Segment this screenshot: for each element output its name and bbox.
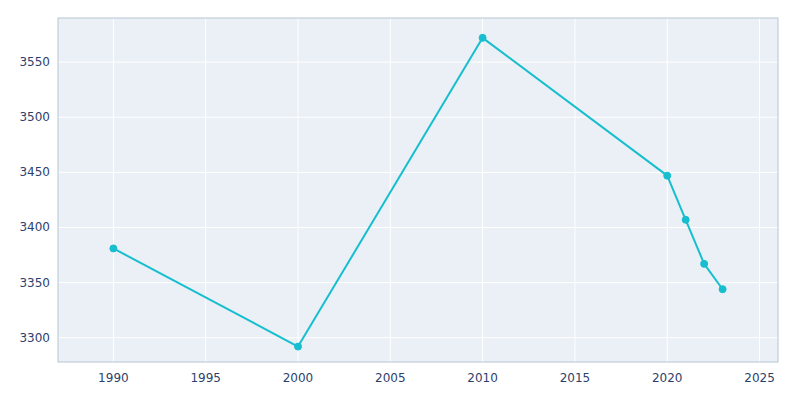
- grid-line-y: [58, 62, 778, 63]
- y-tick-label: 3500: [19, 110, 50, 124]
- plot-frame: [58, 18, 778, 362]
- grid-line-y: [58, 227, 778, 228]
- grid-line-y: [58, 282, 778, 283]
- x-tick-label: 2005: [375, 371, 406, 385]
- point: [110, 245, 117, 252]
- y-tick-label: 3450: [19, 165, 50, 179]
- y-tick-label: 3400: [19, 220, 50, 234]
- point: [701, 260, 708, 267]
- grid-line-x: [574, 18, 575, 362]
- y-tick-label: 3550: [19, 55, 50, 69]
- grid-line-y: [58, 117, 778, 118]
- x-tick-label: 2015: [560, 371, 591, 385]
- grid-line-x: [298, 18, 299, 362]
- point: [295, 343, 302, 350]
- point: [664, 172, 671, 179]
- grid-line-x: [759, 18, 760, 362]
- x-tick-label: 1990: [98, 371, 129, 385]
- x-tick-label: 2025: [744, 371, 775, 385]
- grid-line-y: [58, 337, 778, 338]
- point: [479, 34, 486, 41]
- grid-line-x: [667, 18, 668, 362]
- x-tick-label: 2010: [467, 371, 498, 385]
- series: [110, 34, 726, 350]
- chart-container: 1990 1995 2000 2005 2010 2015 2020 2025 3300 3350…: [0, 0, 800, 400]
- tick-labels: 1990 1995 2000 2005 2010 2015 2020 2025 3300 3350…: [19, 55, 774, 385]
- grid-line-y: [58, 172, 778, 173]
- grid-line-x: [205, 18, 206, 362]
- x-tick-label: 1995: [190, 371, 221, 385]
- plot-area: [58, 18, 778, 362]
- x-tick-label: 2000: [283, 371, 314, 385]
- point: [719, 286, 726, 293]
- y-tick-label: 3300: [19, 331, 50, 345]
- y-tick-label: 3350: [19, 276, 50, 290]
- point: [682, 216, 689, 223]
- chart: 1990 1995 2000 2005 2010 2015 2020 2025 3300 3350…: [0, 0, 800, 400]
- line: [113, 38, 722, 347]
- grid-line-x: [113, 18, 114, 362]
- grid-line-x: [482, 18, 483, 362]
- grid: [58, 18, 778, 362]
- x-tick-label: 2020: [652, 371, 683, 385]
